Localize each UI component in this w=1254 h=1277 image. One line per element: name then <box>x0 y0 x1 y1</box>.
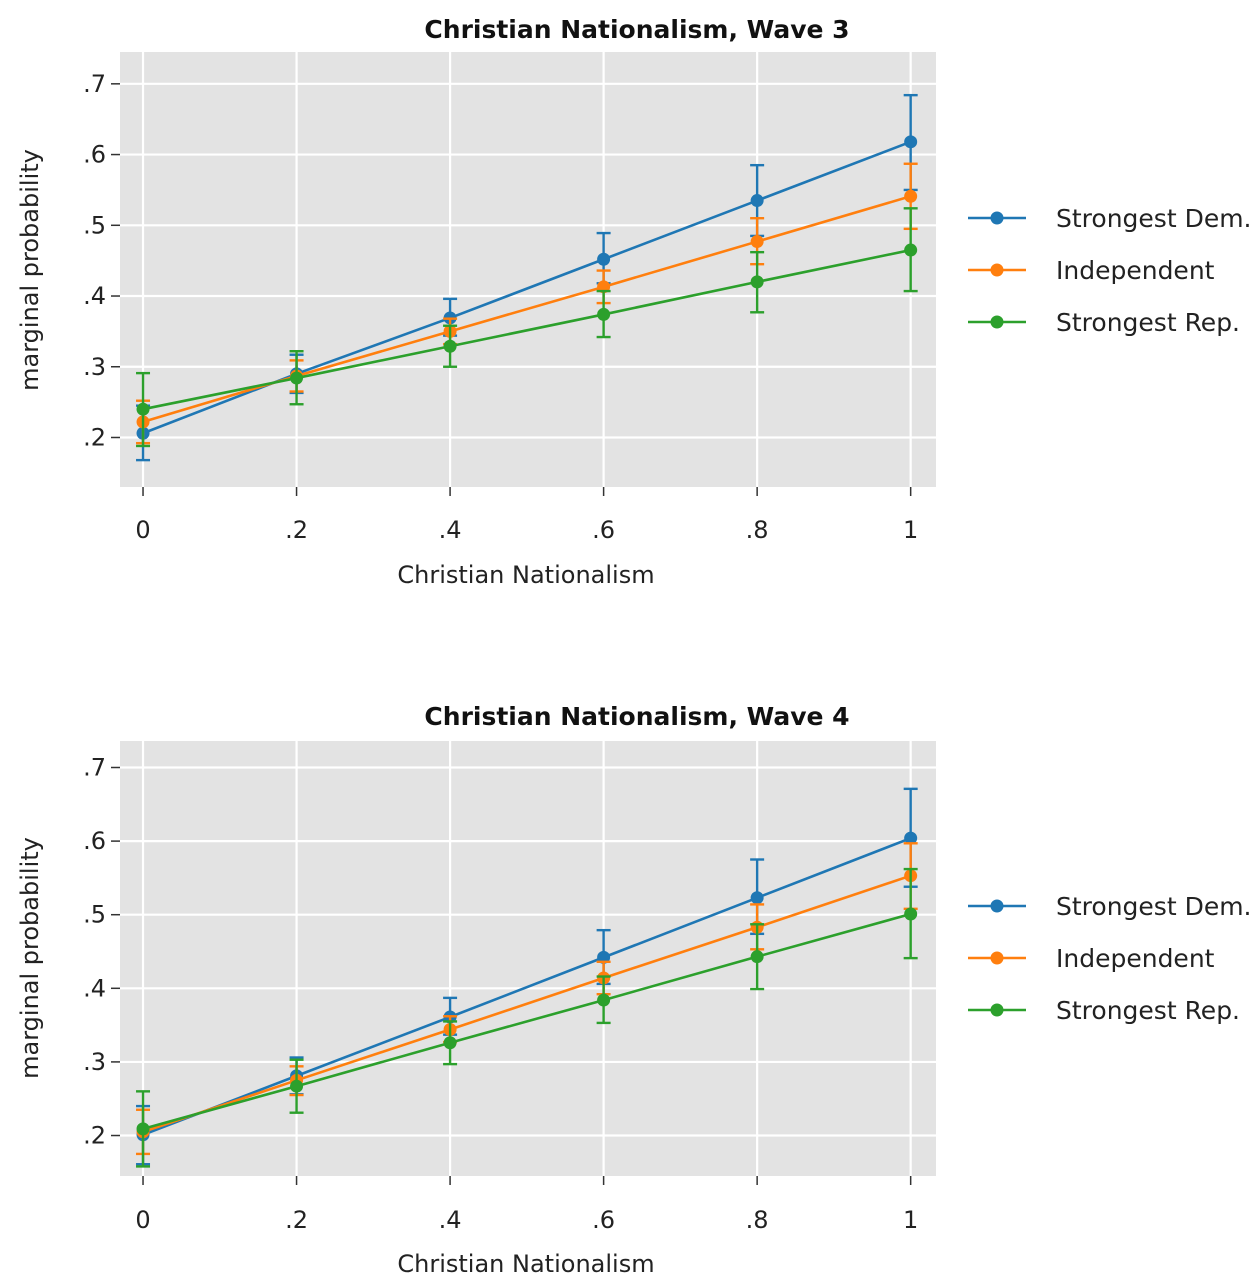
data-point <box>290 1079 304 1093</box>
y-tick-label: .4 <box>83 974 106 1002</box>
y-tick-label: .2 <box>83 423 106 451</box>
data-point <box>443 1036 457 1050</box>
x-tick-label: 0 <box>135 1206 150 1234</box>
x-tick-label: 0 <box>135 516 150 544</box>
legend-label: Strongest Rep. <box>1056 308 1240 337</box>
legend-item: Independent <box>968 256 1215 285</box>
data-point <box>750 194 764 208</box>
plot-area <box>120 52 936 487</box>
x-axis-label: Christian Nationalism <box>397 561 654 589</box>
data-point <box>750 950 764 964</box>
x-tick-label: .4 <box>439 516 462 544</box>
chart-wave-4: 0 .2 .4 .6 .8 1 .2 .3 .4 .5 .6 .7 Strongest Dem. Inde… <box>16 702 1252 1277</box>
legend-marker <box>990 315 1004 329</box>
x-tick-label: .8 <box>746 516 769 544</box>
legend-item: Strongest Rep. <box>968 996 1240 1025</box>
legend-item: Strongest Dem. <box>968 892 1252 921</box>
data-point <box>136 1122 150 1136</box>
legend-marker <box>990 263 1004 277</box>
legend-marker <box>990 211 1004 225</box>
y-tick-label: .6 <box>83 141 106 169</box>
y-tick-label: .3 <box>83 1048 106 1076</box>
chart-wave-3: 0 .2 .4 .6 .8 1 .2 .3 .4 .5 .6 .7 Strongest Dem. Inde… <box>16 15 1252 589</box>
data-point <box>597 252 611 266</box>
series-line <box>142 912 912 1131</box>
data-point <box>443 339 457 353</box>
chart-title: Christian Nationalism, Wave 4 <box>424 702 849 731</box>
data-point <box>904 243 918 257</box>
y-tick-label: .5 <box>83 211 106 239</box>
data-point <box>136 402 150 416</box>
y-tick-label: .6 <box>83 827 106 855</box>
x-tick-label: .4 <box>439 1206 462 1234</box>
series-line <box>142 874 912 1134</box>
legend-label: Strongest Rep. <box>1056 996 1240 1025</box>
data-point <box>750 275 764 289</box>
legend-marker <box>990 951 1004 965</box>
legend-item: Strongest Rep. <box>968 308 1240 337</box>
x-tick-label: 1 <box>903 516 918 544</box>
chart-title: Christian Nationalism, Wave 3 <box>424 15 849 44</box>
series-line <box>142 248 911 411</box>
y-tick-label: .3 <box>83 353 106 381</box>
x-tick-label: .8 <box>746 1206 769 1234</box>
y-tick-label: .7 <box>83 753 106 781</box>
y-tick-label: .2 <box>83 1122 106 1150</box>
series-3 <box>136 867 918 1168</box>
legend-label: Strongest Dem. <box>1056 204 1252 233</box>
legend-label: Independent <box>1056 944 1215 973</box>
data-point <box>750 235 764 249</box>
legend-label: Independent <box>1056 256 1215 285</box>
data-point <box>597 993 611 1007</box>
series-line <box>142 836 912 1136</box>
legend-marker <box>990 1003 1004 1017</box>
x-tick-label: .6 <box>592 1206 615 1234</box>
legend-label: Strongest Dem. <box>1056 892 1252 921</box>
data-point <box>904 831 918 845</box>
legend-item: Strongest Dem. <box>968 204 1252 233</box>
data-point <box>290 371 304 385</box>
y-tick-label: .7 <box>83 70 106 98</box>
y-axis-label: marginal probability <box>16 149 44 391</box>
x-tick-label: 1 <box>903 1206 918 1234</box>
legend-item: Independent <box>968 944 1215 973</box>
data-point <box>597 307 611 321</box>
data-point <box>904 189 918 203</box>
y-axis-label: marginal probability <box>16 837 44 1079</box>
y-tick-label: .4 <box>83 282 106 310</box>
y-tick-label: .5 <box>83 901 106 929</box>
data-point <box>750 891 764 905</box>
data-point <box>904 135 918 149</box>
plot-area <box>120 741 936 1176</box>
series-3 <box>136 207 918 448</box>
x-axis-label: Christian Nationalism <box>397 1250 654 1277</box>
x-tick-label: .2 <box>285 1206 308 1234</box>
x-tick-label: .2 <box>285 516 308 544</box>
data-point <box>904 907 918 921</box>
x-tick-label: .6 <box>592 516 615 544</box>
legend-marker <box>990 899 1004 913</box>
